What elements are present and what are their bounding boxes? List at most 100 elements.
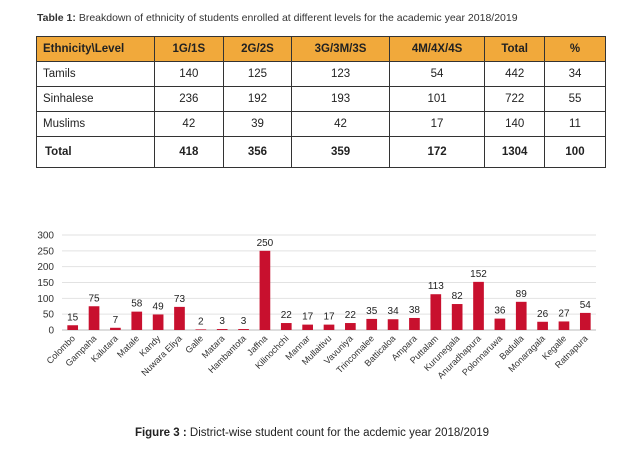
y-tick-label: 0 (48, 326, 54, 337)
data-label: 26 (537, 309, 549, 320)
table-caption: Table 1: Breakdown of ethnicity of stude… (37, 12, 518, 24)
bar (579, 312, 591, 330)
data-label: 3 (219, 316, 225, 327)
y-tick-label: 50 (43, 310, 55, 321)
data-label: 2 (198, 316, 204, 327)
data-label: 35 (366, 306, 378, 317)
bar (430, 294, 442, 330)
data-label: 17 (323, 312, 335, 323)
data-label: 73 (174, 294, 186, 305)
bar (259, 250, 271, 330)
bar (473, 281, 484, 330)
bar (131, 311, 143, 330)
header-3g: 3G/3M/3S (291, 36, 390, 62)
data-label: 113 (428, 281, 444, 292)
data-label: 3 (241, 316, 247, 327)
table-cell: 125 (222, 61, 293, 87)
table-cell: Muslims (36, 111, 155, 137)
y-tick-label: 150 (37, 278, 54, 289)
figure-caption-text: District-wise student count for the acde… (186, 427, 490, 439)
header-ethnicity-level: Ethnicity\Level (36, 36, 155, 62)
data-label: 17 (302, 312, 314, 323)
table-cell: 100 (544, 136, 606, 168)
header-total: Total (484, 36, 545, 62)
bar (515, 301, 527, 330)
header-percent: % (544, 36, 606, 62)
figure-caption: Figure 3 : District-wise student count f… (0, 427, 624, 439)
table-cell: Sinhalese (36, 86, 155, 112)
data-label: 250 (257, 238, 274, 249)
table-cell: 236 (154, 86, 224, 112)
data-label: 27 (558, 308, 570, 319)
table-cell: 54 (388, 61, 486, 87)
bar (387, 319, 399, 330)
table-cell: 418 (154, 136, 224, 168)
table-row: Muslims 42 39 42 17 140 11 (36, 111, 606, 137)
data-label: 15 (67, 312, 79, 323)
data-label: 58 (131, 299, 143, 310)
y-tick-label: 100 (37, 294, 54, 305)
data-label: 82 (452, 291, 464, 302)
table-cell: 34 (544, 61, 606, 87)
data-label: 49 (153, 301, 165, 312)
bar (195, 329, 207, 330)
table-cell: 39 (222, 111, 293, 137)
table-caption-label: Table 1: (37, 12, 76, 24)
table-header-row: Ethnicity\Level 1G/1S 2G/2S 3G/3M/3S 4M/… (36, 36, 606, 62)
table-cell: 1304 (484, 136, 545, 168)
table-cell: 140 (154, 61, 224, 87)
bar (174, 306, 185, 330)
bar (152, 314, 164, 330)
table-cell: 123 (291, 61, 390, 87)
data-label: 54 (580, 300, 592, 311)
table-cell: 359 (291, 136, 390, 168)
bar (323, 324, 335, 330)
data-label: 36 (494, 306, 506, 317)
data-label: 7 (113, 315, 119, 326)
table-cell: 42 (291, 111, 390, 137)
table-cell: 101 (388, 86, 486, 112)
table-cell: 17 (388, 111, 486, 137)
bar (110, 327, 121, 330)
header-4m: 4M/4X/4S (388, 36, 486, 62)
table-cell: 11 (544, 111, 606, 137)
table-cell: Tamils (36, 61, 155, 87)
data-label: 89 (516, 289, 528, 300)
bar (537, 321, 548, 330)
bar (409, 317, 420, 330)
table-caption-text: Breakdown of ethnicity of students enrol… (75, 12, 518, 24)
ethnicity-table: Ethnicity\Level 1G/1S 2G/2S 3G/3M/3S 4M/… (36, 36, 606, 168)
data-label: 152 (470, 269, 487, 280)
header-1g: 1G/1S (154, 36, 224, 62)
table-cell: 55 (544, 86, 606, 112)
y-tick-label: 250 (37, 246, 54, 257)
table-cell: 193 (291, 86, 390, 112)
table-cell: 356 (222, 136, 293, 168)
bar (366, 318, 378, 330)
x-tick-label: Matale (115, 333, 141, 359)
bar (302, 324, 313, 330)
bar (216, 329, 228, 330)
bar (88, 306, 100, 330)
bar (494, 318, 506, 330)
table-row: Tamils 140 125 123 54 442 34 (36, 61, 606, 87)
bar (67, 325, 79, 330)
table-total-row: Total 418 356 359 172 1304 100 (36, 136, 606, 168)
y-tick-label: 300 (37, 231, 54, 242)
data-label: 22 (281, 310, 293, 321)
data-label: 22 (345, 310, 357, 321)
bar (558, 321, 570, 330)
y-tick-label: 200 (37, 262, 54, 273)
data-label: 38 (409, 305, 421, 316)
data-label: 34 (388, 306, 400, 317)
data-label: 75 (88, 293, 100, 304)
district-bar-chart: 05010015020025030015Colombo75Gampaha7Kal… (37, 231, 596, 381)
bar (280, 323, 292, 330)
bar (345, 323, 356, 330)
table-cell: 172 (388, 136, 486, 168)
bar (451, 304, 463, 330)
table-cell: 722 (484, 86, 545, 112)
table-cell: Total (36, 136, 155, 168)
table-cell: 442 (484, 61, 545, 87)
table-cell: 192 (222, 86, 293, 112)
